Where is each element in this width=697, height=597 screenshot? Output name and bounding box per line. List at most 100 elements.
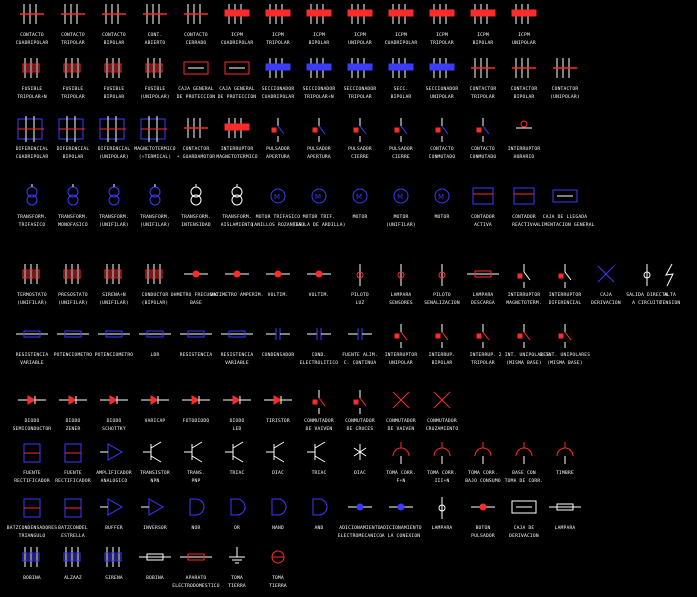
symbol-sublabel: TRIPOLAR — [266, 41, 290, 46]
diode-icon — [264, 395, 292, 405]
symbol-switch: SECCIONADOR TRIPOLAR+N — [289, 56, 349, 108]
symbol-source: FUENTE RECTIFICADOR — [43, 440, 103, 492]
switch-icon — [347, 4, 373, 24]
symbol-diff: MAGNETOTERMICO (+TERMICAL) — [125, 116, 185, 168]
symbol-sublabel: (UNIPOLAR) — [140, 95, 170, 100]
dot-icon — [348, 503, 372, 511]
svg-text:M: M — [274, 193, 280, 201]
symbol-sublabel: F+N — [396, 479, 406, 484]
symbol-sublabel: RECTIFICADOR — [55, 479, 91, 484]
symbol-box: CAJA GENERAL DE PROTECCION — [207, 56, 267, 108]
symbol-label: CONTACTOR — [182, 147, 210, 152]
symbol-sublabel: CUADRIPOLAR — [261, 95, 295, 100]
svg-text:M: M — [356, 193, 362, 201]
symbol-label: SECCIONADOR — [343, 87, 377, 92]
symbol-lamp: LAMPARA — [412, 495, 472, 547]
symbol-fuse: CONDUCTOR (BIPOLAR) — [125, 262, 185, 314]
switch-icon — [388, 58, 414, 78]
symbol-label: 3 INT. UNIPOLARES — [539, 353, 591, 358]
dot-icon — [184, 270, 208, 278]
symbol-push: PULSADOR APERTURA — [289, 116, 349, 168]
push-icon — [517, 264, 531, 288]
symbol-label: DIODO — [65, 419, 81, 424]
fuse-icon — [104, 264, 122, 284]
contact-icon — [184, 118, 208, 138]
symbol-push: INTERRUPTOR DIFERENCIAL — [535, 262, 595, 314]
gate-icon — [312, 498, 328, 516]
symbol-label: BASE CON — [512, 471, 536, 476]
symbol-label: POTENCIOMETRO — [53, 353, 93, 358]
resistor-icon — [139, 330, 171, 338]
symbol-resistor: POTENCIOMETRO — [43, 322, 103, 374]
symbol-label: OR — [234, 526, 240, 531]
symbol-resistor: LAMPARA DESCARGA — [453, 262, 513, 314]
symbol-label: DIODO — [24, 419, 40, 424]
symbol-label: TRANSFORM. — [99, 215, 129, 220]
symbol-label: TRANSFORM. — [222, 215, 252, 220]
push-icon — [312, 390, 326, 414]
symbol-label: CONTACTO — [471, 147, 495, 152]
gate-icon — [230, 498, 246, 516]
symbol-sublabel: SENSORES — [389, 301, 413, 306]
symbol-label: MOTOR TRIF. — [302, 215, 336, 220]
meter-icon — [472, 187, 494, 205]
symbol-resistor: BOBINA — [125, 545, 185, 597]
symbol-diode: DIODO LED — [207, 388, 267, 440]
switch-icon — [224, 118, 250, 138]
push-icon — [558, 264, 572, 288]
symbol-fuse: SIRENA — [84, 545, 144, 597]
symbol-trafo: TRANSFORM. AISLAMIENTO — [207, 184, 267, 236]
push-icon — [394, 118, 408, 142]
symbol-label: POTENCIOMETRO — [94, 353, 134, 358]
symbol-label: SECCIONADOR — [302, 87, 336, 92]
symbol-label: CONTACTO — [102, 33, 126, 38]
trafo-icon — [67, 184, 79, 206]
symbol-label: TOMA — [231, 576, 243, 581]
symbol-sublabel: APERTURA — [266, 155, 290, 160]
transistor-icon — [225, 441, 244, 463]
symbol-label: LAMPARA — [554, 526, 576, 531]
symbol-sublabel: DE CRUCES — [346, 427, 374, 432]
contact-icon — [20, 4, 44, 24]
symbol-sublabel: TRIANGULO — [18, 534, 46, 539]
contact-icon — [102, 4, 126, 24]
symbol-label: DIFERENCIAL — [97, 147, 131, 152]
lamp-icon — [438, 264, 446, 286]
socket-icon — [392, 442, 410, 464]
symbol-label: TRANSFORM. — [140, 215, 170, 220]
symbol-sublabel: (UNIPOLAR) — [550, 95, 580, 100]
symbol-meter: CONTADOR REACTIVA — [494, 184, 554, 236]
symbol-dot: VOLTIM. — [248, 262, 308, 314]
symbol-sublabel: BIPOLAR — [308, 41, 330, 46]
switch-icon — [306, 58, 332, 78]
symbol-label: SECC. — [393, 87, 409, 92]
symbol-contact: CONTACTO CERRADO — [166, 2, 226, 54]
diff-icon — [99, 116, 126, 142]
symbol-socket: TIMBRE — [535, 440, 595, 492]
amp-icon — [141, 498, 165, 516]
symbol-push: PULSADOR APERTURA — [248, 116, 308, 168]
symbol-label: APARATO — [185, 576, 207, 581]
symbol-contact: CONT. ABIERTO — [125, 2, 185, 54]
symbol-sublabel: DIFERENCIAL — [548, 301, 582, 306]
symbol-diff: DIFERENCIAL CUADRIPOLAR — [2, 116, 62, 168]
symbol-label: PRESOSTATO — [58, 293, 88, 298]
symbol-source: FUENTE RECTIFICADOR — [2, 440, 62, 492]
symbol-fuse: BOBINA — [2, 545, 62, 597]
symbol-contact: CONTACTO BIPOLAR — [84, 2, 144, 54]
source-icon — [23, 498, 41, 518]
symbol-switch: SECCIONADOR CUADRIPOLAR — [248, 56, 308, 108]
symbol-label: INVERSOR — [143, 526, 167, 531]
symbol-label: SIRENA — [105, 576, 123, 581]
push-icon — [517, 324, 531, 348]
symbol-sublabel: TIERRA — [269, 584, 287, 589]
symbol-label: LAMPARA — [472, 293, 494, 298]
dot-icon — [307, 270, 331, 278]
symbol-sublabel: LED — [232, 427, 242, 432]
symbol-sublabel: TIERRA — [228, 584, 246, 589]
diode-icon — [223, 395, 251, 405]
fuse-icon — [145, 264, 163, 284]
symbol-label: CONMUTADOR — [304, 419, 334, 424]
symbol-sublabel: ALIMENTACION GENERAL — [535, 223, 595, 228]
symbol-contact: CONTACTOR TRIPOLAR — [453, 56, 513, 108]
